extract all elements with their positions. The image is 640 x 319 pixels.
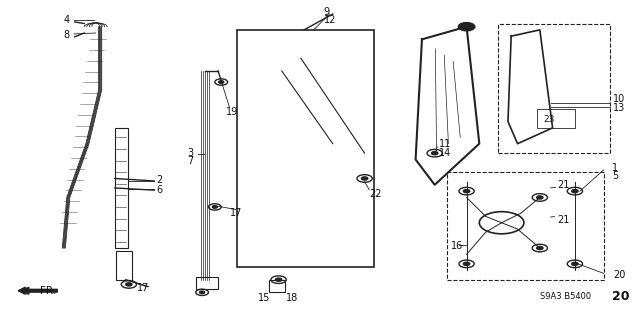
Text: 22: 22: [370, 189, 382, 199]
Bar: [196, 277, 218, 289]
Circle shape: [572, 189, 578, 193]
Text: 17: 17: [230, 208, 242, 218]
Bar: [237, 30, 374, 267]
Text: 23: 23: [543, 115, 554, 124]
Text: 21: 21: [557, 215, 570, 225]
Text: 20: 20: [613, 270, 625, 280]
Text: 16: 16: [451, 241, 463, 250]
Circle shape: [275, 278, 282, 281]
Text: S9A3 B5400: S9A3 B5400: [540, 292, 591, 300]
Text: 3: 3: [188, 148, 193, 158]
Bar: [116, 251, 132, 280]
Text: 2: 2: [156, 175, 163, 185]
Circle shape: [362, 177, 368, 180]
Text: 8: 8: [64, 30, 70, 40]
Text: 5: 5: [612, 171, 618, 181]
Text: 6: 6: [156, 184, 163, 195]
Text: 17: 17: [136, 283, 149, 293]
Circle shape: [431, 152, 438, 155]
Bar: [537, 109, 575, 128]
Text: 18: 18: [285, 293, 298, 303]
Text: 4: 4: [64, 15, 70, 26]
Circle shape: [200, 291, 205, 293]
Text: 12: 12: [324, 15, 336, 26]
Text: FR.: FR.: [40, 286, 56, 296]
Circle shape: [458, 23, 475, 31]
Text: 14: 14: [438, 148, 451, 158]
Circle shape: [125, 283, 132, 286]
Text: 1: 1: [612, 163, 618, 173]
Bar: [499, 24, 610, 153]
Bar: [447, 172, 604, 280]
Text: 7: 7: [188, 156, 194, 166]
Text: 21: 21: [557, 181, 570, 190]
Circle shape: [463, 262, 470, 265]
Circle shape: [219, 81, 224, 83]
Circle shape: [212, 206, 218, 208]
Text: 20: 20: [612, 290, 629, 303]
Circle shape: [572, 262, 578, 265]
Text: 15: 15: [257, 293, 270, 303]
Bar: [269, 280, 285, 292]
Bar: [115, 128, 127, 248]
Text: 19: 19: [226, 107, 238, 117]
Circle shape: [537, 247, 543, 250]
Circle shape: [463, 189, 470, 193]
Text: 13: 13: [613, 103, 625, 113]
Text: 9: 9: [324, 6, 330, 17]
Text: 10: 10: [613, 94, 625, 104]
Circle shape: [537, 196, 543, 199]
Text: 11: 11: [438, 139, 451, 149]
